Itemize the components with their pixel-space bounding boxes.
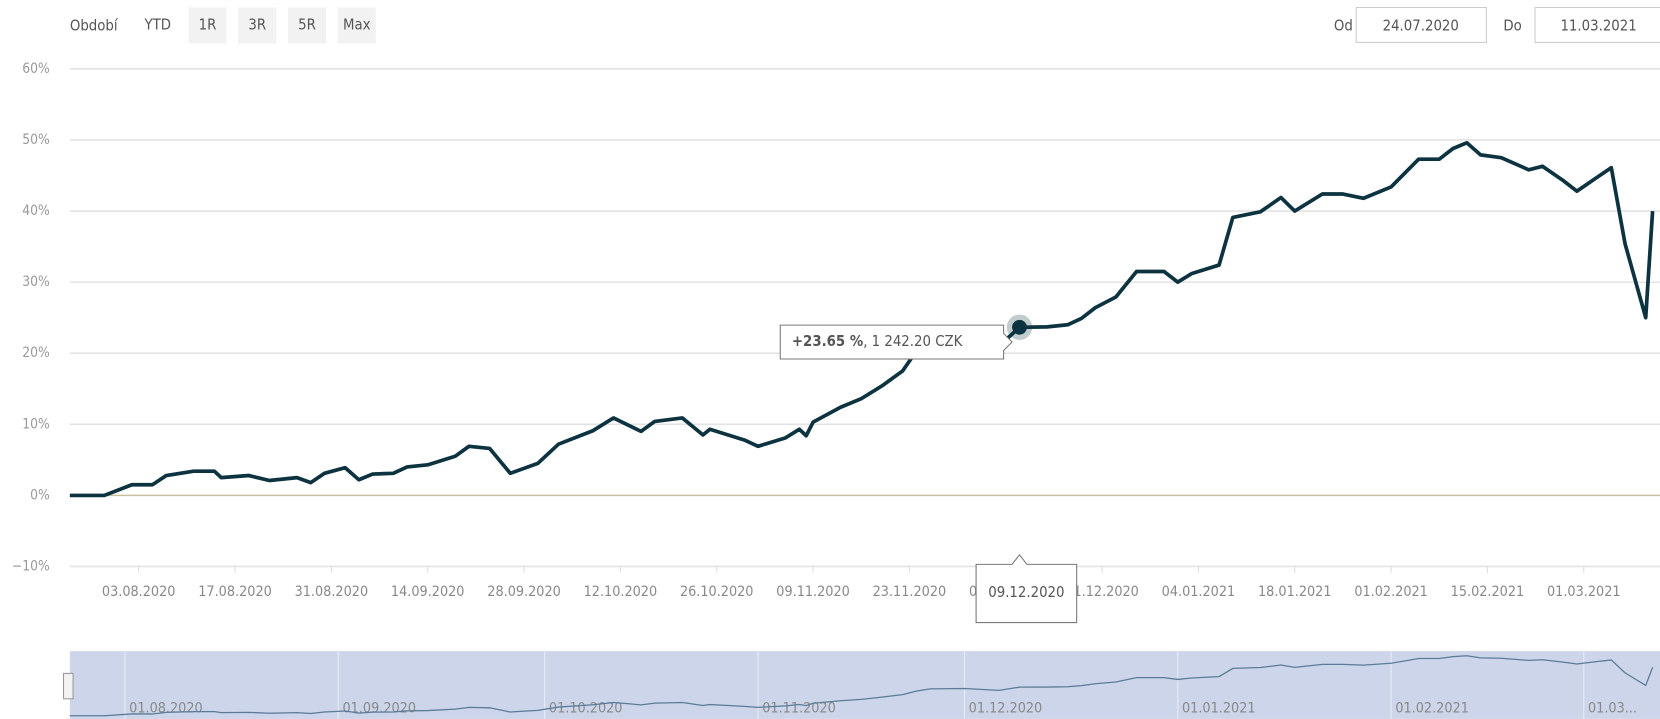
x-tick-label: 04.01.2021 [1162, 584, 1236, 600]
x-tick-label: 28.09.2020 [487, 584, 561, 600]
navigator-handle[interactable] [62, 672, 74, 700]
period-button[interactable] [238, 7, 277, 44]
period-button-label[interactable]: 5R [298, 16, 316, 33]
y-tick-label: 60% [22, 61, 50, 77]
to-value[interactable]: 11.03.2021 [1560, 18, 1636, 35]
from-label: Od [1334, 18, 1353, 35]
period-button[interactable] [337, 7, 376, 44]
to-input[interactable] [1534, 6, 1660, 43]
period-button[interactable] [138, 7, 177, 44]
tooltip-price: , 1 242.20 CZK [863, 333, 963, 350]
period-label: Období [70, 18, 119, 35]
navigator-tick-label: 01.03... [1588, 700, 1637, 716]
x-tick-label: 01.02.2021 [1354, 584, 1428, 600]
crosshair-label: 09.12.2020 [988, 584, 1064, 601]
navigator-tick-label: 01.12.2020 [969, 700, 1043, 716]
x-tick-label: 18.01.2021 [1258, 584, 1332, 600]
y-tick-label: 0% [30, 487, 50, 503]
x-tick-label: 23.11.2020 [873, 584, 947, 600]
navigator-tick-label: 01.10.2020 [549, 700, 623, 716]
tooltip-box [779, 324, 1013, 360]
to-label: Do [1503, 18, 1521, 35]
from-input[interactable] [1355, 6, 1487, 43]
series-line [69, 140, 1655, 498]
y-tick-label: 30% [22, 274, 50, 290]
tooltip-point [1012, 319, 1027, 335]
period-button-label[interactable]: YTD [143, 16, 171, 33]
x-tick-label: 15.02.2021 [1451, 584, 1525, 600]
period-button-label[interactable]: 1R [199, 16, 217, 33]
period-button[interactable] [287, 7, 327, 44]
x-tick-label: 03.08.2020 [102, 584, 176, 600]
navigator-tick-label: 01.11.2020 [762, 700, 836, 716]
x-tick-label: 14.09.2020 [391, 584, 465, 600]
y-tick-label: 10% [22, 416, 50, 432]
navigator-tick-label: 01.01.2021 [1182, 700, 1256, 716]
navigator-line [69, 655, 1654, 717]
y-tick-label: 50% [22, 132, 50, 148]
x-tick-label: 21.12.2020 [1065, 584, 1139, 600]
x-tick-label: 09.11.2020 [776, 584, 850, 600]
x-tick-label: 17.08.2020 [198, 584, 272, 600]
x-tick-label: 12.10.2020 [584, 584, 658, 600]
plot: −10% 0% 10% 20% 30% 40% 50% 60% 03.08.2020 17.08.… [12, 61, 1660, 719]
period-button-label[interactable]: 3R [248, 16, 266, 33]
y-tick-label: 40% [22, 203, 50, 219]
y-tick-label: −10% [12, 558, 50, 574]
from-value[interactable]: 24.07.2020 [1383, 18, 1459, 35]
x-tick-label: 01.03.2021 [1547, 584, 1621, 600]
x-tick-label: 26.10.2020 [680, 584, 754, 600]
navigator-tick-label: 01.09.2020 [342, 700, 416, 716]
tooltip-text: +23.65 %, 1 242.20 CZK [792, 333, 964, 350]
tooltip-value: +23.65 % [792, 333, 863, 350]
x-tick-label: 31.08.2020 [295, 584, 369, 600]
y-tick-label: 20% [22, 345, 50, 361]
navigator-tick-label: 01.02.2021 [1395, 700, 1469, 716]
crosshair-label-box [975, 553, 1078, 624]
period-button[interactable] [188, 7, 227, 44]
period-button-label[interactable]: Max [343, 16, 371, 33]
